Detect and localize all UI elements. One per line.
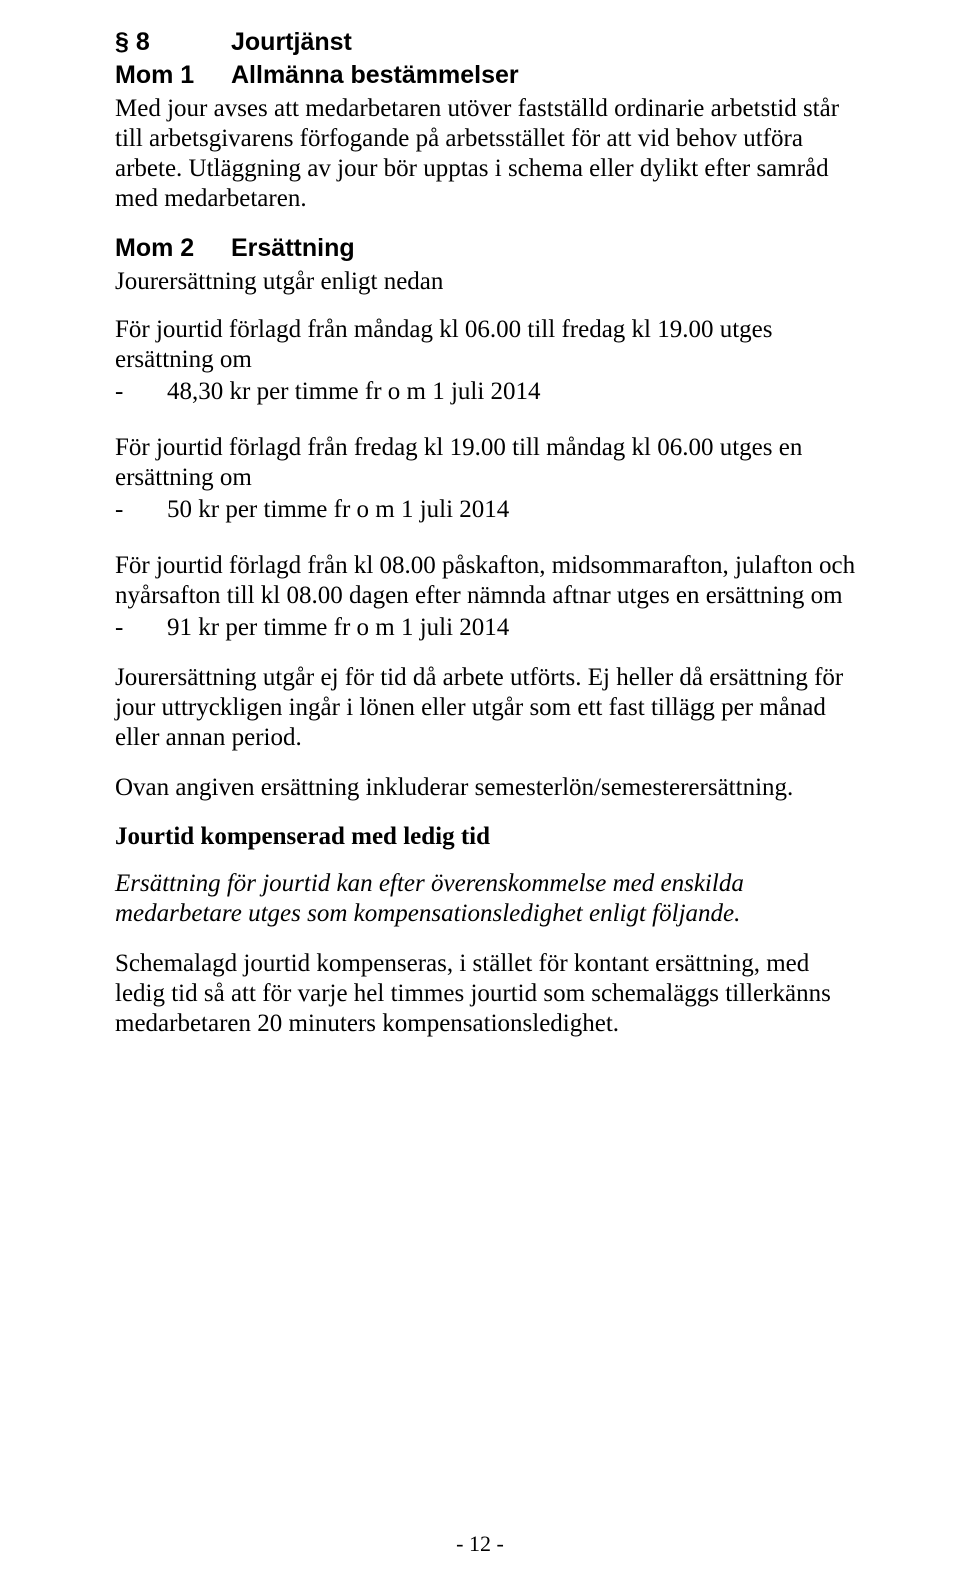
bullet-text-3: 91 kr per timme fr o m 1 juli 2014: [167, 614, 509, 641]
paragraph-overenskommelse: Ersättning för jourtid kan efter överens…: [115, 869, 860, 929]
paragraph-schemalagd: Schemalagd jourtid kompenseras, i ställe…: [115, 949, 860, 1039]
paragraph-period-3: För jourtid förlagd från kl 08.00 påskaf…: [115, 551, 860, 611]
bullet-row-3: -91 kr per timme fr o m 1 juli 2014: [115, 613, 860, 643]
mom2-heading: Mom 2Ersättning: [115, 234, 860, 263]
mom2-label: Mom 2: [115, 234, 231, 263]
section-heading: § 8Jourtjänst: [115, 28, 860, 57]
dash-icon: -: [115, 613, 167, 643]
bullet-text-1: 48,30 kr per timme fr o m 1 juli 2014: [167, 378, 541, 405]
dash-icon: -: [115, 377, 167, 407]
mom1-label: Mom 1: [115, 61, 231, 90]
page-number: - 12 -: [0, 1531, 960, 1557]
bullet-row-1: -48,30 kr per timme fr o m 1 juli 2014: [115, 377, 860, 407]
section-number: § 8: [115, 28, 231, 57]
mom1-title: Allmänna bestämmelser: [231, 61, 519, 89]
bullet-row-2: -50 kr per timme fr o m 1 juli 2014: [115, 495, 860, 525]
paragraph-intro: Med jour avses att medarbetaren utöver f…: [115, 94, 860, 214]
paragraph-period-2: För jourtid förlagd från fredag kl 19.00…: [115, 433, 860, 493]
mom1-heading: Mom 1Allmänna bestämmelser: [115, 61, 860, 90]
document-page: § 8Jourtjänst Mom 1Allmänna bestämmelser…: [0, 0, 960, 1581]
paragraph-period-1: För jourtid förlagd från måndag kl 06.00…: [115, 315, 860, 375]
sub-heading-ledig: Jourtid kompenserad med ledig tid: [115, 823, 860, 851]
paragraph-ersattning-intro: Jourersättning utgår enligt nedan: [115, 267, 860, 297]
dash-icon: -: [115, 495, 167, 525]
paragraph-includes: Ovan angiven ersättning inkluderar semes…: [115, 773, 860, 803]
bullet-text-2: 50 kr per timme fr o m 1 juli 2014: [167, 496, 509, 523]
mom2-title: Ersättning: [231, 234, 355, 262]
paragraph-exclusion: Jourersättning utgår ej för tid då arbet…: [115, 663, 860, 753]
section-title: Jourtjänst: [231, 28, 352, 56]
